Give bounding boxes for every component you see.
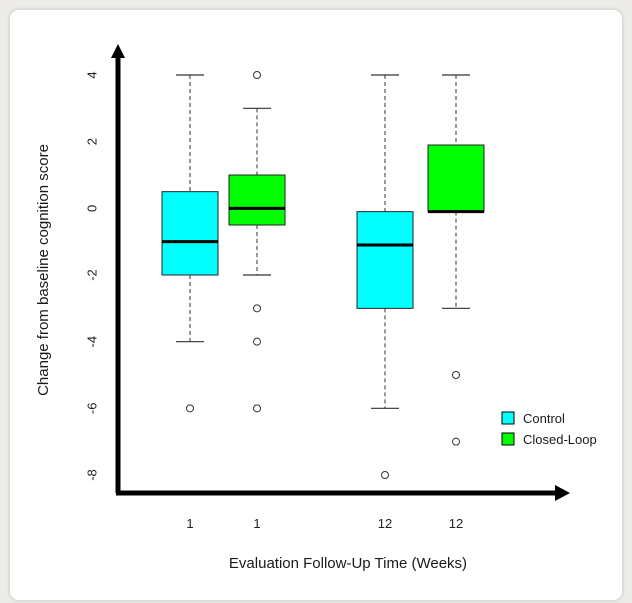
legend-label-closed-loop: Closed-Loop [523, 432, 597, 447]
x-tick-labels: 1 1 12 12 [186, 516, 463, 531]
y-tick-label: 0 [84, 205, 99, 212]
x-axis-arrow-icon [555, 485, 570, 501]
y-tick-label: -8 [84, 469, 99, 481]
x-tick-label: 1 [186, 516, 193, 531]
y-axis-arrow-icon [111, 44, 125, 58]
outlier-point [452, 371, 460, 379]
box-iqr [161, 191, 219, 276]
legend-swatch-control [501, 411, 515, 425]
y-tick-label: 4 [84, 71, 99, 78]
outlier-point [253, 304, 261, 313]
outlier-point [253, 404, 261, 413]
y-tick-label: -6 [84, 403, 99, 415]
legend-label-control: Control [523, 411, 565, 426]
outlier-point [381, 471, 389, 479]
box-plot: 4 2 0 -2 -4 -6 -8 1 1 12 12 Change from baseline … [35, 44, 597, 572]
box-iqr [427, 144, 485, 213]
x-tick-label: 12 [378, 516, 392, 531]
y-tick-label: -4 [84, 336, 99, 348]
y-tick-labels: 4 2 0 -2 -4 -6 -8 [84, 71, 99, 480]
outlier-point [186, 404, 194, 413]
boxes [161, 71, 485, 479]
legend: Control Closed-Loop [501, 411, 597, 447]
outlier-point [253, 337, 261, 346]
box-iqr [356, 211, 414, 309]
box-4 [427, 74, 485, 446]
y-tick-label: 2 [84, 138, 99, 145]
x-tick-label: 12 [449, 516, 463, 531]
outlier-point [452, 437, 460, 446]
box-3 [356, 74, 414, 479]
box-2 [228, 71, 286, 413]
x-tick-label: 1 [253, 516, 260, 531]
chart-frame: 4 2 0 -2 -4 -6 -8 1 1 12 12 Change from baseline … [9, 9, 623, 601]
box-1 [161, 74, 219, 413]
y-axis-title: Change from baseline cognition score [35, 144, 52, 396]
outlier-point [253, 71, 261, 79]
x-axis-title: Evaluation Follow-Up Time (Weeks) [229, 555, 467, 572]
box-iqr [228, 174, 286, 226]
legend-swatch-closed-loop [501, 432, 515, 446]
y-tick-label: -2 [84, 269, 99, 281]
